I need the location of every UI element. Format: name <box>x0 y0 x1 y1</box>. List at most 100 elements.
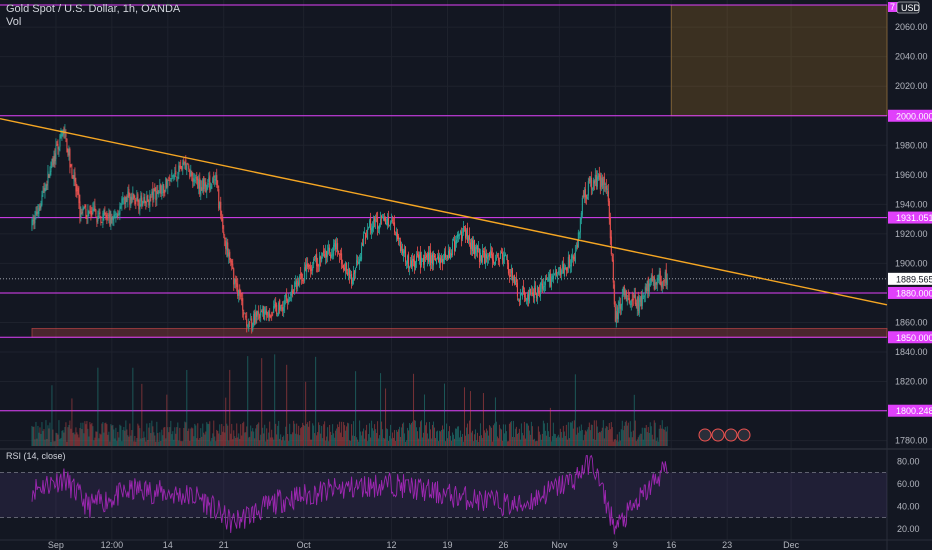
volume-bar <box>507 441 509 446</box>
price-axis[interactable]: 1780.00 1820.00 1840.00 1860.00 1900.00 1920.… <box>888 22 932 534</box>
candle <box>134 200 136 205</box>
candle <box>423 257 425 265</box>
candle <box>390 222 392 226</box>
event-badge[interactable] <box>724 428 738 442</box>
volume-bar <box>426 422 428 446</box>
volume-bar <box>292 432 294 446</box>
volume-bar <box>359 420 361 446</box>
candle <box>531 292 533 295</box>
volume-bar <box>311 439 313 446</box>
candle <box>98 212 100 214</box>
volume-bar <box>327 427 329 446</box>
candle <box>198 179 200 189</box>
volume-bar <box>227 425 229 446</box>
candle <box>456 233 458 239</box>
candle <box>78 193 80 204</box>
candle <box>639 297 641 302</box>
candle <box>67 149 69 156</box>
volume-bar <box>218 433 220 446</box>
volume-bar <box>158 441 160 446</box>
volume-bar <box>68 424 70 446</box>
candle <box>169 180 171 182</box>
candle <box>272 313 274 315</box>
volume-bar <box>186 369 188 446</box>
candle <box>31 220 33 230</box>
volume-bar <box>96 431 98 446</box>
candle <box>396 231 398 237</box>
volume-bar <box>514 428 516 446</box>
volume-bar <box>638 435 640 446</box>
candle <box>419 254 421 260</box>
volume-bar <box>270 437 272 446</box>
candle <box>182 162 184 169</box>
candle <box>85 208 87 219</box>
volume-bar <box>523 421 525 446</box>
volume-bar <box>197 423 199 446</box>
volume-bar <box>592 438 594 446</box>
candle <box>581 197 583 215</box>
candle <box>328 247 330 252</box>
volume-bar <box>508 423 510 446</box>
volume-bar <box>254 438 256 446</box>
candle <box>441 256 443 263</box>
volume-bar <box>645 425 647 446</box>
currency-button[interactable] <box>896 1 920 14</box>
candle <box>641 295 643 306</box>
candle <box>558 267 560 269</box>
event-badge[interactable] <box>711 428 725 442</box>
volume-bar <box>449 435 451 446</box>
candle <box>47 171 49 184</box>
volume-bar <box>83 433 85 446</box>
volume-bar <box>444 441 446 446</box>
candle <box>613 284 615 305</box>
volume-bar <box>167 427 169 446</box>
volume-bar <box>467 434 469 446</box>
volume-bar <box>405 441 407 446</box>
volume-bar <box>308 426 310 446</box>
candle <box>349 269 351 279</box>
candle <box>569 265 571 267</box>
event-badges[interactable] <box>698 428 751 442</box>
candle <box>160 184 162 195</box>
candle <box>286 295 288 301</box>
event-badge[interactable] <box>737 428 751 442</box>
candle <box>324 253 326 258</box>
alert-badge[interactable] <box>888 2 897 12</box>
volume-bar <box>599 432 601 446</box>
event-badge[interactable] <box>698 428 712 442</box>
candle <box>222 218 224 229</box>
candle <box>380 218 382 225</box>
candle <box>327 251 329 257</box>
candle <box>243 312 245 316</box>
volume-bar <box>445 423 447 446</box>
time-axis[interactable]: Sep 12:00 14 21 Oct 12 19 26 Nov 9 16 23 Dec <box>48 540 800 550</box>
volume-bar <box>216 429 218 446</box>
volume-bar <box>601 427 603 446</box>
candle <box>420 252 422 268</box>
candle <box>491 254 493 261</box>
volume-bar <box>478 435 480 446</box>
level-price-label: 1931.051 <box>896 213 932 223</box>
volume-bar <box>561 437 563 446</box>
volume-bar <box>525 423 527 446</box>
volume-bar <box>323 424 325 446</box>
candle <box>235 279 237 283</box>
volume-bar <box>163 427 165 446</box>
candle <box>257 311 259 316</box>
volume-bar <box>583 434 585 446</box>
volume-bar <box>482 393 484 446</box>
volume-bar <box>524 438 526 446</box>
volume-bar <box>334 437 336 446</box>
volume-bar <box>364 438 366 446</box>
volume-bar <box>355 371 357 446</box>
volume-bar <box>636 439 638 446</box>
volume-bar <box>195 425 197 446</box>
volume-bar <box>365 430 367 446</box>
volume-bar <box>212 433 214 446</box>
candle <box>178 165 180 175</box>
horizontal-levels[interactable] <box>0 4 888 412</box>
candle <box>337 242 339 252</box>
trendline-group[interactable] <box>0 118 888 306</box>
